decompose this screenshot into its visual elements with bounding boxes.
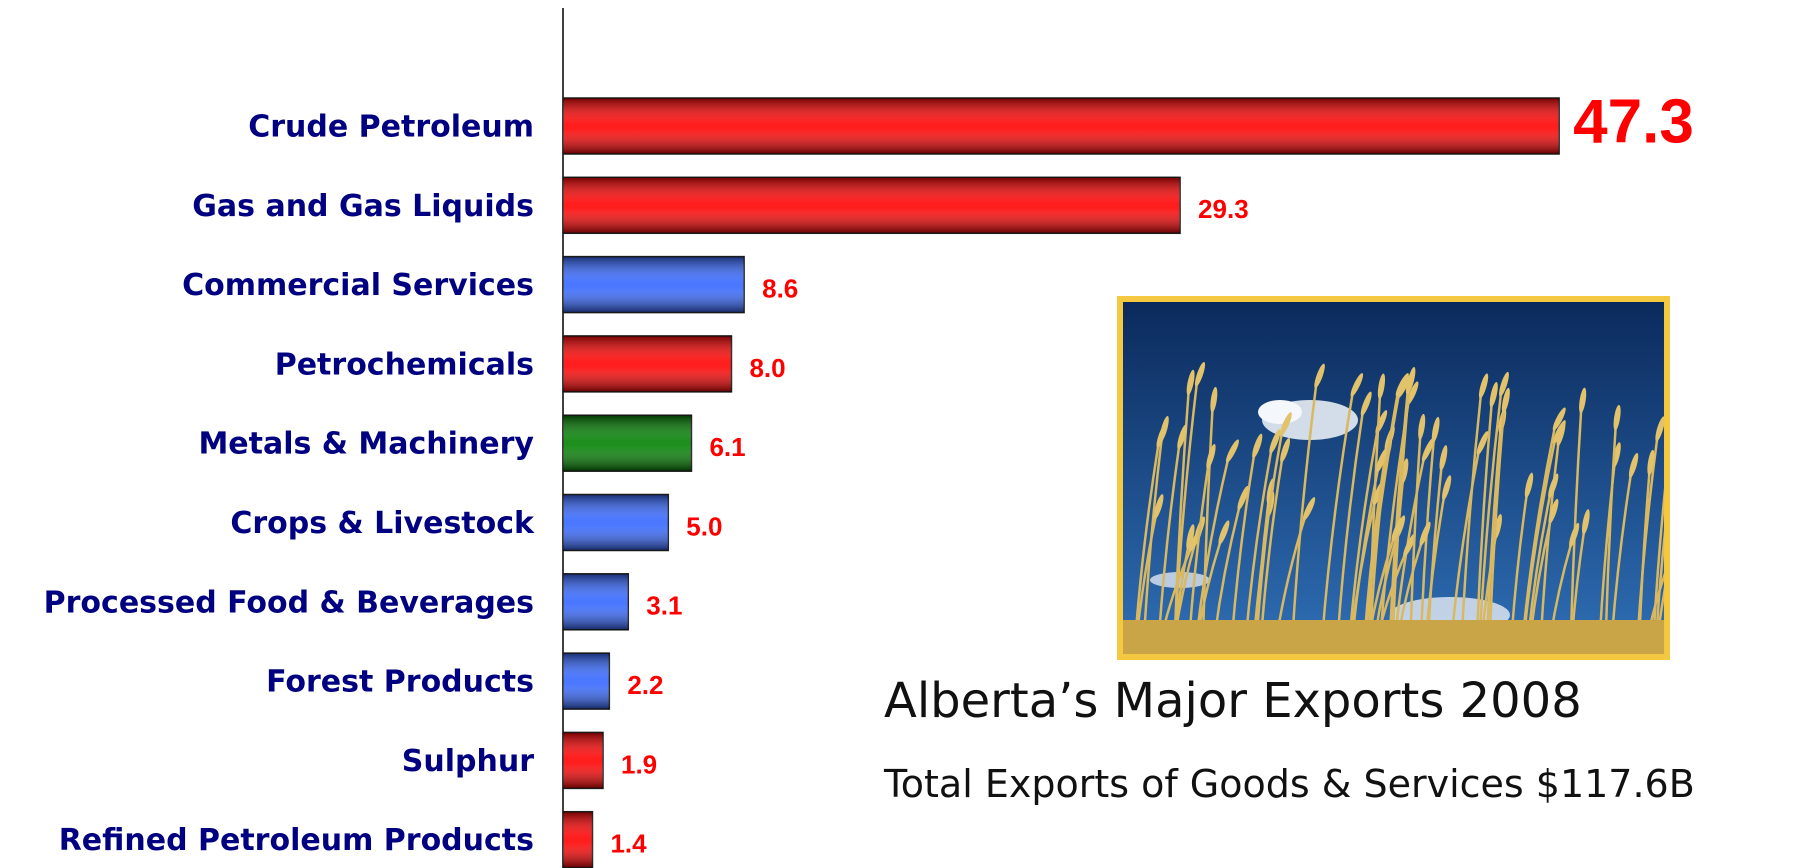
- bar-shade: [563, 335, 732, 392]
- wheat-head: [1377, 373, 1386, 400]
- wheat-head: [1405, 369, 1415, 395]
- wheat-head: [1156, 423, 1167, 448]
- wheat-head: [1655, 416, 1664, 442]
- value-label: 47.3: [1573, 87, 1694, 156]
- value-label: 8.0: [749, 353, 785, 383]
- wheat-head: [1218, 520, 1230, 545]
- category-label: Forest Products: [266, 665, 534, 700]
- wheat-head: [1489, 382, 1498, 408]
- wheat-head: [1314, 363, 1325, 389]
- bar-shade: [563, 415, 692, 472]
- category-label: Crops & Livestock: [230, 506, 535, 541]
- wheat-head: [1252, 433, 1263, 459]
- category-label: Metals & Machinery: [198, 427, 534, 462]
- wheat-head: [1647, 449, 1655, 476]
- wheat-head: [1186, 524, 1195, 550]
- wheat-head: [1419, 521, 1431, 546]
- wheat-head: [1524, 472, 1534, 498]
- wheat-head: [1478, 373, 1489, 399]
- wheat-head: [1581, 509, 1590, 535]
- wheat-head: [1671, 525, 1688, 551]
- wheat-head: [1406, 381, 1419, 406]
- wheat-head: [1552, 407, 1566, 431]
- bar-shade: [563, 256, 745, 313]
- category-label: Commercial Services: [182, 268, 534, 303]
- value-label: 6.1: [709, 432, 745, 462]
- bar-shade: [563, 177, 1181, 234]
- wheat-head: [1360, 391, 1372, 416]
- wheat-head: [1499, 371, 1509, 397]
- wheat-head: [1153, 494, 1164, 520]
- bar-shade: [563, 811, 593, 868]
- wheat-head: [1302, 497, 1316, 521]
- photo: [1117, 296, 1697, 660]
- wheat-head: [1613, 404, 1621, 431]
- chart-subtitle: Total Exports of Goods & Services $117.6…: [883, 762, 1695, 806]
- wheat-head: [1552, 420, 1566, 444]
- category-label: Crude Petroleum: [248, 110, 534, 145]
- wheat-head: [1350, 373, 1364, 397]
- wheat-head: [1210, 386, 1218, 413]
- wheat-head: [1403, 533, 1416, 557]
- wheat-head: [1206, 443, 1216, 469]
- wheat-head: [1431, 416, 1440, 443]
- value-label: 5.0: [686, 511, 722, 541]
- category-label: Petrochemicals: [275, 347, 534, 382]
- wheat-head: [1439, 445, 1448, 471]
- wheat-head: [1579, 387, 1587, 414]
- value-label: 1.4: [610, 829, 647, 859]
- wheat-head: [1628, 452, 1639, 478]
- wheat-head: [1225, 439, 1239, 463]
- bar-shade: [563, 98, 1560, 154]
- category-label: Sulphur: [402, 744, 534, 779]
- bar-shade: [563, 573, 629, 630]
- wheat-head: [1279, 412, 1292, 437]
- bar-shade: [563, 653, 610, 710]
- wheat-head: [1548, 498, 1559, 524]
- wheat-head: [1269, 429, 1281, 454]
- wheat-head: [1395, 373, 1409, 397]
- chart-title: Alberta’s Major Exports 2008: [884, 673, 1582, 729]
- wheat-head: [1442, 475, 1452, 501]
- bar-shade: [563, 494, 669, 551]
- wheat-head: [1418, 413, 1426, 440]
- wheat-head: [1237, 485, 1249, 511]
- category-label: Gas and Gas Liquids: [192, 189, 534, 224]
- value-label: 29.3: [1198, 194, 1249, 224]
- wheat-head: [1548, 473, 1559, 499]
- wheat-head: [1194, 361, 1206, 387]
- value-label: 2.2: [627, 670, 663, 700]
- bar-shade: [563, 732, 604, 789]
- wheat-head: [1476, 431, 1489, 456]
- wheat-head: [1681, 472, 1697, 498]
- wheat-head: [1501, 387, 1510, 414]
- category-label: Processed Food & Beverages: [44, 585, 534, 620]
- wheat-head: [1569, 522, 1580, 548]
- value-label: 1.9: [621, 749, 657, 779]
- wheat-head: [1376, 448, 1388, 473]
- wheat-head: [1177, 424, 1187, 450]
- value-label: 8.6: [762, 273, 798, 303]
- wheat-head: [1421, 438, 1435, 462]
- category-label: Refined Petroleum Products: [59, 823, 534, 858]
- value-label: 3.1: [646, 591, 682, 621]
- wheat-head: [1391, 517, 1403, 542]
- wheat-head: [1280, 437, 1291, 463]
- wheat-head: [1186, 369, 1195, 396]
